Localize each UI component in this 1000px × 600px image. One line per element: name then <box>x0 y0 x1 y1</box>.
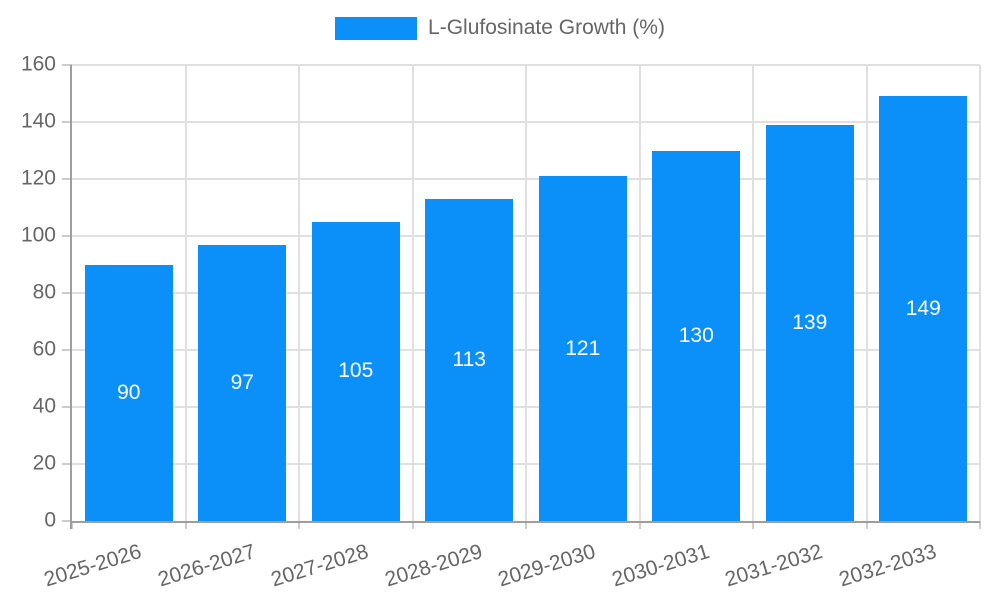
y-axis-tick-label: 100 <box>20 223 56 247</box>
x-gridline <box>298 65 300 521</box>
y-axis-tick-label: 120 <box>20 166 56 190</box>
bar-value-label: 149 <box>905 296 941 320</box>
x-axis-tick-label: 2025-2026 <box>41 540 145 592</box>
x-gridline <box>638 65 641 521</box>
x-gridline <box>752 65 754 521</box>
y-axis-tick-label: 160 <box>20 52 56 76</box>
x-axis-line <box>70 521 980 523</box>
legend-item[interactable]: L-Glufosinate Growth (%) <box>335 16 665 40</box>
y-axis-tick <box>62 121 72 123</box>
y-axis-tick <box>62 463 72 465</box>
x-axis-tick <box>411 521 414 529</box>
x-axis-tick <box>184 521 187 529</box>
bar-value-label: 121 <box>565 336 601 360</box>
bar-value-label: 97 <box>230 370 254 394</box>
x-gridline <box>184 65 187 521</box>
bar-value-label: 130 <box>678 323 714 347</box>
bar[interactable]: 97 <box>198 244 287 521</box>
x-axis-tick-label: 2027-2028 <box>268 540 372 592</box>
x-axis-tick <box>71 521 73 529</box>
x-gridline <box>865 65 868 521</box>
y-axis-tick-label: 40 <box>32 394 56 418</box>
x-axis-tick <box>979 521 981 529</box>
x-gridline <box>979 65 981 521</box>
plot-area: 0 20 40 60 80 100 120 140 160 90 97 105 113 121 130 139… <box>21 53 981 532</box>
legend-swatch <box>335 16 418 40</box>
y-axis-tick-label: 20 <box>32 451 56 475</box>
x-gridline <box>411 65 414 521</box>
y-axis-tick <box>62 349 72 351</box>
bar-value-label: 90 <box>117 380 141 404</box>
y-axis-tick-label: 0 <box>44 508 56 532</box>
y-axis-tick <box>62 178 72 180</box>
x-axis-tick <box>638 521 641 529</box>
bar-value-label: 113 <box>452 347 486 371</box>
bar[interactable]: 149 <box>879 96 968 521</box>
x-axis-tick <box>752 521 754 529</box>
y-axis-tick <box>62 64 72 66</box>
bar-value-label: 105 <box>338 359 374 383</box>
x-gridline <box>525 65 527 521</box>
y-axis-tick-label: 60 <box>32 337 56 361</box>
x-axis-tick-label: 2029-2030 <box>495 540 599 592</box>
y-axis-line <box>70 65 72 529</box>
bar[interactable]: 139 <box>765 124 854 521</box>
x-axis-tick <box>298 521 300 529</box>
y-axis-tick-label: 80 <box>32 280 56 304</box>
y-axis-tick-label: 140 <box>20 109 56 133</box>
x-axis-tick-label: 2031-2032 <box>722 540 826 592</box>
bar[interactable]: 105 <box>311 221 400 521</box>
legend: L-Glufosinate Growth (%) <box>0 16 1000 40</box>
y-axis-tick <box>62 406 72 408</box>
y-axis-tick <box>62 292 72 294</box>
y-axis-tick <box>62 520 72 522</box>
y-axis-tick <box>62 235 72 237</box>
x-axis-tick <box>865 521 868 529</box>
x-axis-tick-label: 2030-2031 <box>609 540 712 592</box>
bar[interactable]: 113 <box>425 198 514 521</box>
bar-value-label: 139 <box>792 310 828 334</box>
x-axis-tick-label: 2028-2029 <box>382 540 485 592</box>
bar[interactable]: 121 <box>538 176 627 521</box>
bar[interactable]: 90 <box>84 264 173 521</box>
legend-label: L-Glufosinate Growth (%) <box>428 16 665 39</box>
x-axis-tick <box>525 521 527 529</box>
x-axis-tick-label: 2032-2033 <box>836 540 939 592</box>
x-axis-tick-label: 2026-2027 <box>155 540 258 592</box>
bar[interactable]: 130 <box>652 150 741 521</box>
